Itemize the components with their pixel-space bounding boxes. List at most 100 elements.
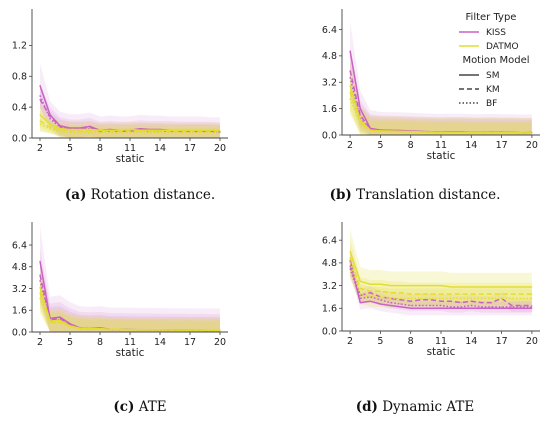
data-point-datmo-km [501, 293, 503, 295]
data-point-datmo-km [460, 293, 462, 295]
x-axis-label: static [427, 346, 456, 358]
data-point-datmo-bf [139, 329, 141, 331]
x-tick-label: 2 [37, 337, 43, 348]
y-tick-label: 4.8 [322, 51, 337, 62]
data-point-kiss-sm [450, 307, 452, 309]
band-datmo-sm [350, 61, 532, 135]
data-point-kiss-km [59, 317, 61, 319]
data-point-datmo-bf [430, 297, 432, 299]
data-point-datmo-bf [410, 131, 412, 133]
data-point-datmo-bf [531, 297, 533, 299]
data-point-datmo-bf [480, 132, 482, 134]
x-tick-label: 14 [465, 336, 477, 347]
data-point-kiss-bf [359, 297, 361, 299]
data-point-datmo-km [490, 293, 493, 295]
data-point-datmo-bf [470, 297, 472, 299]
caption-tag: (d) [355, 399, 378, 415]
data-point-datmo-km [119, 130, 121, 132]
data-point-datmo-km [49, 126, 51, 128]
data-point-kiss-km [49, 115, 51, 117]
data-point-kiss-bf [501, 306, 503, 308]
data-point-datmo-bf [420, 131, 422, 133]
legend-sm-label: SM [486, 71, 499, 81]
data-point-kiss-km [480, 302, 482, 304]
data-point-datmo-sm [450, 286, 452, 288]
data-point-datmo-bf [400, 297, 402, 299]
caption-text: ATE [134, 399, 167, 415]
x-tick-label: 5 [377, 140, 383, 151]
data-point-kiss-sm [369, 300, 371, 302]
data-point-datmo-km [79, 130, 81, 132]
x-tick-label: 20 [526, 140, 538, 151]
x-tick-label: 5 [67, 337, 73, 348]
y-tick-label: 6.4 [322, 25, 337, 36]
panel-dynamic-ate: 0.0 1.6 3.2 4.8 6.4 2 5 8 11 14 17 20 static [322, 222, 540, 358]
data-point-datmo-bf [531, 132, 533, 134]
data-point-datmo-bf [39, 123, 41, 125]
data-point-datmo-km [59, 129, 61, 131]
data-point-datmo-bf [179, 329, 181, 331]
data-point-datmo-bf [511, 297, 513, 299]
y-tick-label: 0.0 [12, 133, 27, 144]
data-point-kiss-sm [420, 307, 422, 309]
data-point-kiss-sm [470, 307, 472, 309]
data-point-datmo-sm [440, 285, 442, 287]
data-point-datmo-sm [359, 280, 361, 282]
data-point-datmo-km [159, 130, 161, 132]
x-tick-label: 2 [347, 336, 353, 347]
data-point-datmo-bf [420, 297, 422, 299]
data-point-datmo-bf [59, 321, 61, 324]
data-point-datmo-sm [389, 285, 392, 287]
data-point-kiss-sm [359, 302, 361, 304]
data-point-datmo-km [389, 292, 392, 294]
x-tick-label: 11 [124, 143, 136, 154]
band-datmo-sm [350, 228, 532, 302]
band-datmo-bf [350, 82, 532, 135]
data-point-datmo-sm [511, 286, 513, 288]
data-point-kiss-bf [521, 306, 523, 308]
data-point-kiss-sm [480, 307, 482, 309]
data-point-kiss-km [39, 274, 41, 276]
data-point-datmo-km [139, 130, 141, 132]
caption-tag: (b) [329, 187, 352, 203]
data-point-datmo-sm [501, 286, 503, 288]
data-point-datmo-sm [420, 285, 422, 287]
data-point-datmo-bf [379, 296, 381, 298]
x-tick-label: 17 [184, 337, 196, 348]
data-point-kiss-sm [59, 316, 61, 318]
data-point-datmo-bf [450, 297, 452, 299]
x-tick-label: 8 [408, 336, 414, 347]
data-point-datmo-sm [531, 286, 533, 288]
legend-kiss-label: KISS [486, 28, 506, 38]
data-point-datmo-sm [89, 128, 91, 131]
data-point-kiss-bf [440, 304, 442, 307]
data-point-datmo-km [99, 130, 101, 132]
data-point-kiss-bf [470, 304, 472, 307]
x-tick-label: 14 [465, 140, 477, 151]
data-point-kiss-sm [39, 260, 41, 262]
data-point-datmo-bf [359, 122, 361, 125]
data-point-kiss-km [440, 300, 442, 302]
data-point-kiss-bf [389, 302, 392, 304]
data-point-kiss-km [430, 299, 432, 301]
data-point-datmo-km [450, 293, 452, 295]
y-tick-label: 0.0 [322, 130, 337, 141]
data-point-datmo-km [209, 130, 211, 132]
data-point-datmo-bf [89, 328, 91, 330]
band-kiss-km [350, 255, 532, 312]
caption-rotation-distance: (a) Rotation distance. [20, 187, 260, 203]
legend-motion-title: Motion Model [462, 55, 529, 66]
data-point-datmo-km [430, 293, 432, 295]
data-point-datmo-bf [440, 297, 442, 299]
data-point-datmo-bf [501, 132, 503, 134]
data-point-datmo-km [359, 287, 361, 289]
data-point-kiss-km [490, 302, 493, 304]
x-tick-label: 20 [526, 336, 538, 347]
data-point-datmo-km [531, 293, 533, 295]
data-point-datmo-bf [149, 132, 151, 134]
data-point-kiss-km [460, 302, 462, 304]
data-point-datmo-km [109, 130, 111, 132]
data-point-datmo-bf [49, 322, 51, 324]
data-point-kiss-bf [39, 279, 41, 281]
data-point-kiss-bf [410, 304, 412, 307]
